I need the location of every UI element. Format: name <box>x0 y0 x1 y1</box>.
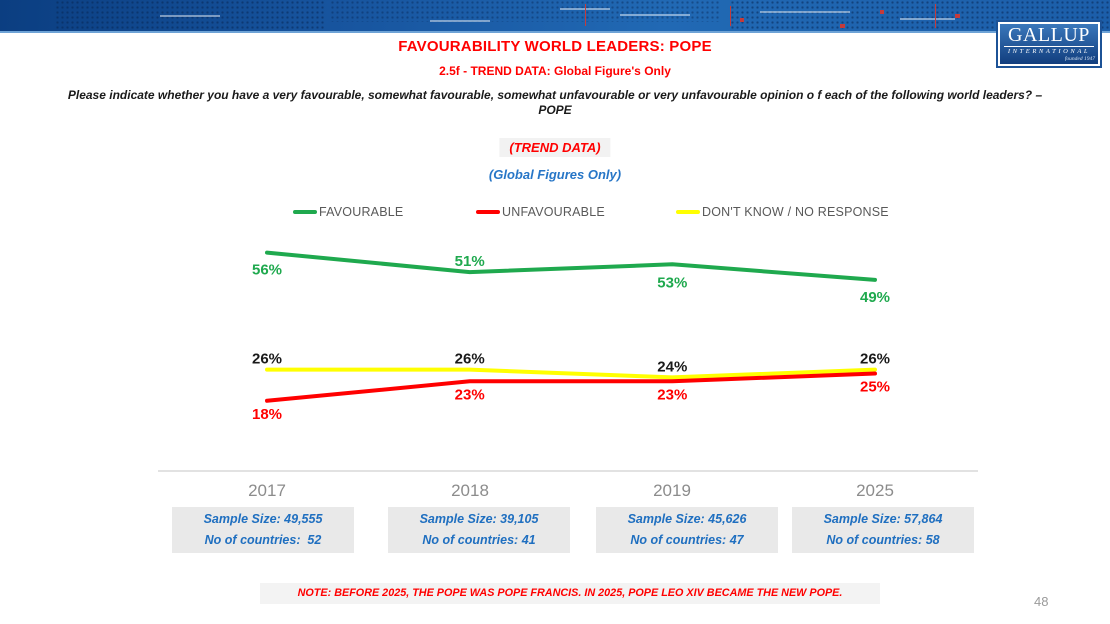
page-number: 48 <box>1034 594 1049 609</box>
unfavourable-line-swatch <box>476 210 500 214</box>
banner-decoration <box>620 14 690 16</box>
x-tick-2019: 2019 <box>653 481 691 500</box>
question-line1: Please indicate whether you have a very … <box>67 88 1043 102</box>
svg-text:26%: 26% <box>252 351 282 368</box>
countries-count: No of countries: 58 <box>826 533 940 547</box>
sample-box-2017: Sample Size: 49,555 No of countries: 52 <box>172 507 354 553</box>
sample-box-2019: Sample Size: 45,626 No of countries: 47 <box>596 507 778 553</box>
countries-count: No of countries: 41 <box>422 533 536 547</box>
logo-wordmark: GALLUP <box>1008 24 1090 46</box>
gallup-logo: GALLUP INTERNATIONAL founded 1947 <box>998 22 1100 66</box>
svg-text:23%: 23% <box>657 386 687 403</box>
logo-tagline: founded 1947 <box>1064 56 1095 62</box>
x-tick-2025: 2025 <box>856 481 894 500</box>
sample-box-2018: Sample Size: 39,105 No of countries: 41 <box>388 507 570 553</box>
legend-label: DON'T KNOW / NO RESPONSE <box>702 205 889 219</box>
question-line2: POPE <box>538 103 572 117</box>
svg-text:23%: 23% <box>455 386 485 403</box>
countries-count: No of countries: 52 <box>204 533 322 547</box>
header-banner <box>0 0 1110 33</box>
svg-text:53%: 53% <box>657 274 687 291</box>
dontknow-line-swatch <box>676 210 700 214</box>
favourable-line-swatch <box>293 210 317 214</box>
sample-size: Sample Size: 49,555 <box>203 512 323 526</box>
banner-decoration <box>900 18 955 20</box>
banner-map-dots <box>55 0 325 31</box>
banner-decoration <box>760 11 850 13</box>
banner-decoration <box>160 15 220 17</box>
banner-map-dots <box>330 0 720 22</box>
page-subtitle: 2.5f - TREND DATA: Global Figure's Only <box>439 64 671 78</box>
svg-text:24%: 24% <box>657 358 687 375</box>
global-figures-tag: (Global Figures Only) <box>488 167 622 182</box>
banner-decoration <box>430 20 490 22</box>
sample-size: Sample Size: 57,864 <box>823 512 943 526</box>
banner-decoration <box>740 18 744 22</box>
x-tick-2017: 2017 <box>248 481 286 500</box>
legend-item-dontknow: DON'T KNOW / NO RESPONSE <box>676 205 889 219</box>
banner-decoration <box>880 10 884 14</box>
legend-label: FAVOURABLE <box>319 205 404 219</box>
legend-item-unfavourable: UNFAVOURABLE <box>476 205 605 219</box>
banner-decoration <box>730 6 731 26</box>
trend-data-tag: (TREND DATA) <box>499 138 611 157</box>
page-title: FAVOURABILITY WORLD LEADERS: POPE <box>398 38 712 55</box>
logo-subtitle: INTERNATIONAL <box>1004 46 1094 56</box>
footnote: NOTE: BEFORE 2025, THE POPE WAS POPE FRA… <box>260 583 880 604</box>
svg-text:26%: 26% <box>455 351 485 368</box>
sample-box-2025: Sample Size: 57,864 No of countries: 58 <box>792 507 974 553</box>
banner-decoration <box>935 4 936 28</box>
banner-decoration <box>585 4 586 26</box>
sample-size: Sample Size: 45,626 <box>627 512 747 526</box>
question-text: Please indicate whether you have a very … <box>55 88 1055 118</box>
banner-decoration <box>840 24 845 28</box>
legend-label: UNFAVOURABLE <box>502 205 605 219</box>
svg-text:56%: 56% <box>252 262 282 279</box>
svg-text:18%: 18% <box>252 406 282 423</box>
x-tick-2018: 2018 <box>451 481 489 500</box>
svg-text:25%: 25% <box>860 379 890 396</box>
legend-item-favourable: FAVOURABLE <box>293 205 403 219</box>
svg-text:49%: 49% <box>860 289 890 306</box>
banner-decoration <box>955 14 960 18</box>
svg-text:26%: 26% <box>860 351 890 368</box>
countries-count: No of countries: 47 <box>630 533 744 547</box>
sample-size: Sample Size: 39,105 <box>419 512 539 526</box>
svg-text:51%: 51% <box>455 253 485 270</box>
